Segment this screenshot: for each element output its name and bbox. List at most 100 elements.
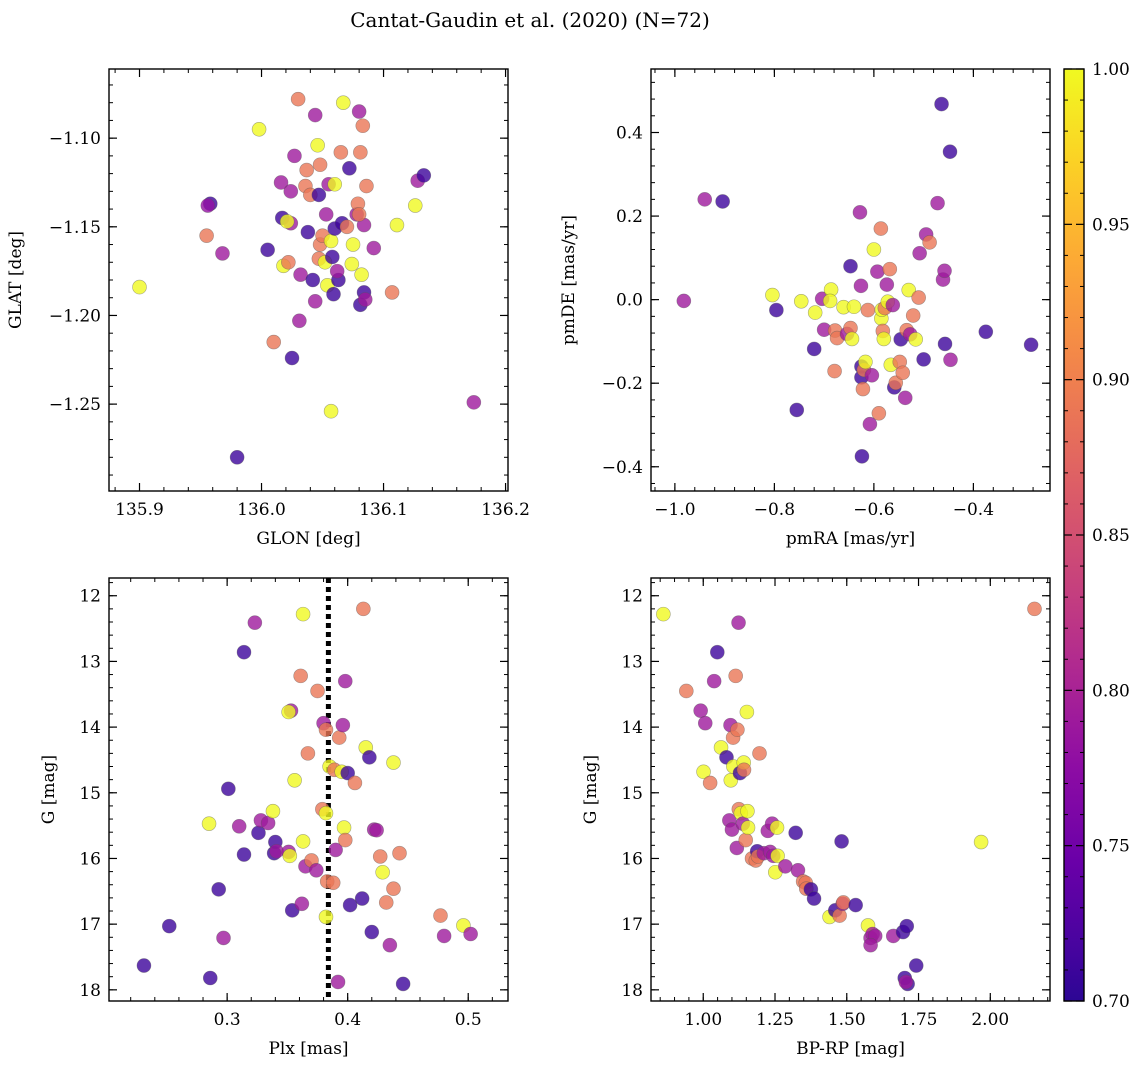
scatter-point: [354, 267, 369, 282]
scatter-point: [364, 924, 380, 940]
x-axis-label: pmRA [mas/yr]: [786, 529, 915, 549]
y-axis-label: G [mag]: [581, 755, 601, 824]
y-axis-label: pmDE [mas/yr]: [559, 215, 579, 345]
scatter-point: [807, 305, 823, 320]
axes-frame: [650, 577, 1051, 1002]
scatter-point: [789, 402, 805, 418]
scatter-points: [656, 601, 1042, 992]
scatter-point: [318, 909, 334, 925]
scatter-point: [846, 299, 862, 315]
scatter-point: [866, 242, 882, 257]
scatter-point: [265, 803, 281, 819]
y-tick-label: 14: [79, 718, 101, 738]
x-tick-label: 1.00: [684, 1010, 722, 1030]
scatter-point: [978, 324, 994, 340]
scatter-point: [318, 722, 334, 738]
scatter-point: [769, 302, 784, 318]
scatter-point: [898, 974, 914, 990]
scatter-point: [697, 715, 713, 731]
y-tick-label: −0.4: [602, 458, 643, 478]
scatter-point: [336, 820, 352, 835]
scatter-point: [330, 974, 346, 990]
axes-frame: [108, 68, 509, 492]
scatter-point: [335, 95, 351, 110]
scatter-point: [806, 891, 822, 906]
scatter-point: [337, 832, 353, 848]
scatter-point: [318, 805, 334, 821]
scatter-point: [231, 818, 247, 834]
x-tick-label: −0.4: [953, 500, 994, 520]
scatter-point: [873, 221, 889, 236]
scatter-point: [433, 908, 448, 923]
scatter-point: [247, 615, 263, 630]
scatter-point: [738, 832, 754, 848]
scatter-point: [937, 336, 953, 352]
scatter-point: [912, 245, 927, 261]
scatter-point: [778, 859, 793, 874]
scatter-point: [834, 834, 849, 849]
x-tick-label: 0.5: [455, 1010, 482, 1030]
colorbar-tick-label: 0.95: [1092, 215, 1130, 235]
scatter-panel-1: 135.9 136.0 136.1 136.2 −1.25 −1.20 −1.15 −1.10…: [6, 68, 530, 549]
scatter-point: [739, 704, 755, 720]
scatter-point: [870, 264, 885, 279]
scatter-point: [295, 606, 311, 622]
x-tick-label: 0.4: [334, 1010, 361, 1030]
axes-frame: [650, 68, 1051, 492]
colorbar-tick-label: 0.70: [1092, 992, 1130, 1012]
scatter-point: [211, 882, 226, 897]
scatter-point: [215, 246, 230, 261]
scatter-point: [765, 287, 780, 303]
scatter-panel-4: 1.00 1.25 1.50 1.75 2.00 12 13 14 15 16 17 18 BP-RP …: [581, 577, 1051, 1059]
y-tick-label: 15: [621, 784, 643, 804]
scatter-point: [309, 862, 324, 878]
colorbar-frame: [1063, 68, 1085, 1002]
scatter-point: [844, 331, 860, 347]
scatter-point: [287, 148, 302, 164]
scatter-point: [1023, 337, 1039, 353]
colorbar-tick-label: 0.85: [1092, 526, 1130, 546]
scatter-point: [389, 217, 405, 233]
scatter-point: [266, 334, 282, 350]
scatter-point: [351, 207, 367, 222]
scatter-point: [201, 816, 217, 831]
scatter-point: [260, 242, 275, 258]
scatter-point: [375, 864, 390, 880]
scatter-point: [882, 261, 898, 277]
scatter-point: [331, 730, 347, 745]
x-tick-label: 136.0: [237, 500, 286, 520]
scatter-point: [284, 350, 300, 366]
x-axis-label: Plx [mas]: [268, 1039, 348, 1059]
scatter-point: [347, 775, 363, 791]
scatter-point: [822, 293, 838, 309]
scatter-point: [328, 842, 343, 858]
scatter-point: [132, 279, 147, 295]
scatter-point: [287, 773, 302, 788]
y-tick-label: −1.25: [49, 395, 101, 415]
scatter-point: [307, 107, 323, 123]
scatter-point: [806, 341, 822, 357]
colorbar: 0.70 0.75 0.80 0.85 0.90 0.95 1.00: [1063, 60, 1130, 1012]
scatter-point: [216, 930, 231, 946]
x-tick-label: 2.00: [971, 1010, 1009, 1030]
scatter-point: [864, 367, 880, 383]
scatter-point: [283, 184, 299, 199]
y-axis-label: GLAT [deg]: [6, 231, 26, 329]
scatter-point: [395, 976, 411, 992]
scatter-point: [221, 781, 236, 797]
scatter-point: [293, 668, 308, 684]
scatter-point: [730, 722, 745, 738]
scatter-point: [888, 375, 904, 391]
scatter-point: [369, 822, 384, 838]
colorbar-tick-label: 0.90: [1092, 371, 1130, 391]
scatter-point: [300, 746, 316, 761]
scatter-point: [911, 290, 926, 305]
x-tick-label: 136.2: [481, 500, 530, 520]
scatter-point: [359, 178, 374, 194]
scatter-point: [353, 145, 368, 160]
scatter-point: [679, 683, 694, 699]
scatter-point: [323, 403, 339, 419]
scatter-point: [736, 762, 752, 778]
scatter-point: [300, 224, 316, 240]
scatter-point: [354, 891, 370, 906]
